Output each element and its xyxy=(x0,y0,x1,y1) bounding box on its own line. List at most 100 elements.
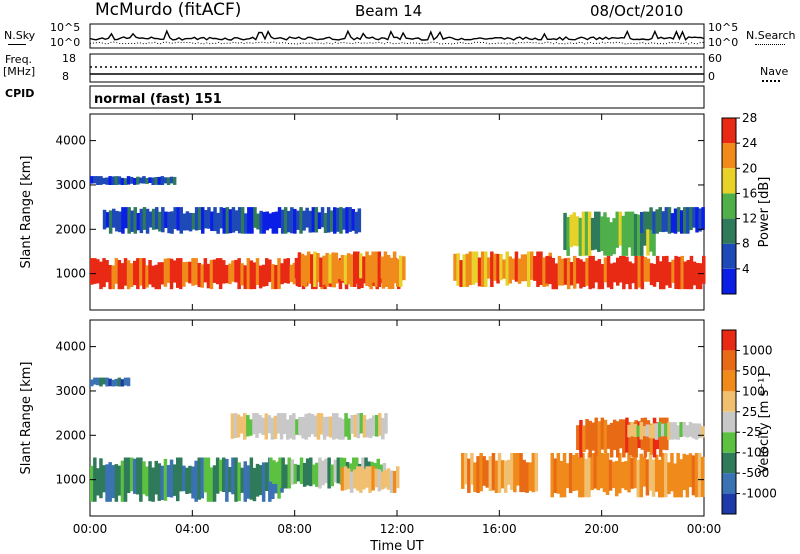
echo-cell xyxy=(203,457,208,493)
echo-cell xyxy=(593,453,597,489)
echo-cell xyxy=(315,462,319,487)
echo-cell xyxy=(566,257,571,290)
echo-cell xyxy=(514,251,519,282)
echo-cell xyxy=(640,212,644,233)
echo-cell xyxy=(670,213,675,233)
echo-cell xyxy=(477,257,482,287)
echo-cell xyxy=(523,254,528,282)
echo-cell xyxy=(228,209,233,234)
echo-cell xyxy=(664,207,669,232)
echo-cell xyxy=(333,207,337,234)
echo-cell xyxy=(640,217,644,256)
echo-cell xyxy=(548,256,552,285)
echo-cell xyxy=(303,255,308,287)
echo-cell xyxy=(579,420,583,458)
power-axes: 1000 2000 3000 4000 xyxy=(55,114,705,310)
nsearch-tick-high: 10^5 xyxy=(708,21,739,34)
echo-cell xyxy=(194,460,198,502)
echo-cell xyxy=(120,379,125,387)
echo-cell xyxy=(299,207,303,234)
echo-cell xyxy=(572,212,576,246)
echo-cell xyxy=(597,421,602,458)
echo-cell xyxy=(631,263,635,284)
echo-cell xyxy=(590,453,594,491)
echo-cell xyxy=(111,265,115,290)
nave-tick-high: 60 xyxy=(708,52,722,65)
echo-cell xyxy=(108,210,113,234)
echo-cell xyxy=(701,207,705,230)
echo-cell xyxy=(569,262,574,286)
echo-cell xyxy=(639,422,643,440)
echo-cell xyxy=(163,177,168,184)
colorbar-segment xyxy=(722,143,736,169)
echo-cell xyxy=(284,464,288,489)
echo-cell xyxy=(319,257,323,287)
echo-cell xyxy=(117,176,122,185)
echo-cell xyxy=(287,210,291,233)
cpid-label: CPID xyxy=(5,87,35,100)
echo-cell xyxy=(662,256,666,290)
echo-cell xyxy=(597,211,601,252)
echo-cell xyxy=(374,468,378,488)
echo-cell xyxy=(689,207,693,231)
echo-cell xyxy=(133,178,137,185)
colorbar-tick-label: -100 xyxy=(742,446,769,460)
echo-cell xyxy=(123,178,128,185)
nsky-panel-frame xyxy=(89,23,705,49)
echo-cell xyxy=(322,255,326,285)
echo-cell xyxy=(114,258,119,284)
colorbar-tick-label: 25 xyxy=(742,405,757,419)
echo-cell xyxy=(243,413,247,440)
echo-cell xyxy=(316,413,321,440)
colorbar-tick-label: 500 xyxy=(742,364,765,378)
nsearch-label: N.Search xyxy=(746,29,796,42)
echo-cell xyxy=(209,259,214,290)
y-tick-label: 4000 xyxy=(55,134,86,148)
echo-cell xyxy=(169,459,174,498)
echo-cell xyxy=(616,421,620,458)
y-tick-label: 1000 xyxy=(55,473,86,487)
echo-cell xyxy=(191,258,195,286)
x-tick-label: 12:00 xyxy=(380,522,415,536)
echo-cell xyxy=(608,459,613,491)
echo-cell xyxy=(622,419,626,458)
echo-cell xyxy=(117,377,122,387)
echo-cell xyxy=(378,413,382,436)
echo-cell xyxy=(645,459,650,496)
colorbar-frame xyxy=(721,329,737,515)
nsearch-trace xyxy=(89,41,705,45)
echo-cell xyxy=(300,253,305,286)
echo-cell xyxy=(634,255,638,290)
echo-cell xyxy=(371,251,375,283)
echo-cell xyxy=(222,207,226,234)
echo-cell xyxy=(531,453,536,493)
echo-cell xyxy=(233,413,238,438)
beam-title: Beam 14 xyxy=(355,2,423,20)
echo-cell xyxy=(664,423,668,437)
echo-cell xyxy=(277,258,281,290)
freq-label-1: Freq. xyxy=(5,53,33,66)
echo-cell xyxy=(615,460,619,497)
echo-cell xyxy=(151,177,155,185)
echo-cell xyxy=(627,453,631,493)
echo-cell xyxy=(384,413,388,434)
echo-cell xyxy=(587,453,591,498)
echo-cell xyxy=(615,211,619,248)
echo-cell xyxy=(645,424,650,437)
echo-cell xyxy=(348,207,352,232)
echo-cell xyxy=(163,258,168,287)
echo-cell xyxy=(332,413,336,440)
echo-cell xyxy=(170,211,174,234)
echo-cell xyxy=(169,258,174,290)
echo-cell xyxy=(328,416,333,438)
echo-cell xyxy=(542,257,546,287)
echo-cell xyxy=(200,264,204,288)
echo-cell xyxy=(142,258,146,290)
echo-cell xyxy=(563,212,567,250)
colorbar-segment xyxy=(722,473,736,494)
echo-cell xyxy=(305,207,309,228)
echo-cell xyxy=(636,459,640,498)
echo-cell xyxy=(157,176,161,185)
echo-cell xyxy=(625,256,629,285)
echo-cell xyxy=(587,211,592,256)
